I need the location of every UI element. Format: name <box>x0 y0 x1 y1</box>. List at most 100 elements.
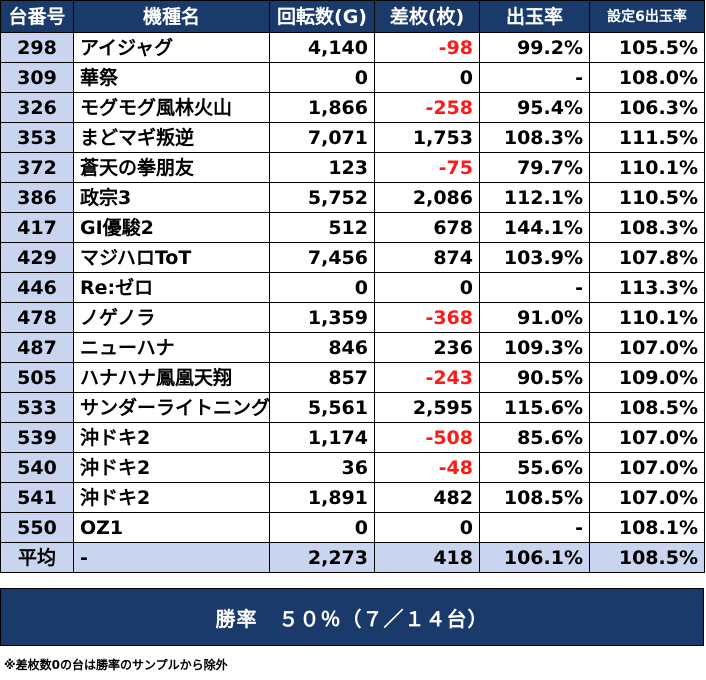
cell-payout-rate: 95.4% <box>479 92 590 123</box>
cell-difference: 678 <box>374 212 480 243</box>
cell-payout-rate: - <box>479 62 590 93</box>
cell-spins: 5,561 <box>269 392 375 423</box>
cell-difference: 1,753 <box>374 122 480 153</box>
cell-machine-name: 蒼天の拳朋友 <box>73 152 270 183</box>
table-row: 417 GⅠ優駿2 512 678 144.1% 108.3% <box>0 212 705 243</box>
cell-setting6-rate: 107.0% <box>589 482 705 513</box>
cell-machine-name: モグモグ風林火山 <box>73 92 270 123</box>
cell-machine-no: 309 <box>0 62 74 93</box>
cell-machine-no: 541 <box>0 482 74 513</box>
cell-setting6-rate: 110.1% <box>589 302 705 333</box>
cell-setting6-rate: 108.0% <box>589 62 705 93</box>
cell-payout-rate: 103.9% <box>479 242 590 273</box>
cell-payout-rate: 108.5% <box>479 482 590 513</box>
cell-machine-name: 政宗3 <box>73 182 270 213</box>
cell-machine-name: ニューハナ <box>73 332 270 363</box>
cell-machine-no: 533 <box>0 392 74 423</box>
table-row: 533 サンダーライトニング 5,561 2,595 115.6% 108.5% <box>0 392 705 423</box>
cell-spins: 4,140 <box>269 32 375 63</box>
cell-machine-no: 353 <box>0 122 74 153</box>
table-row: 487 ニューハナ 846 236 109.3% 107.0% <box>0 332 705 363</box>
cell-difference: -508 <box>374 422 480 453</box>
cell-setting6-rate: 111.5% <box>589 122 705 153</box>
cell-payout-rate: - <box>479 512 590 543</box>
cell-difference: 236 <box>374 332 480 363</box>
table-row: 539 沖ドキ2 1,174 -508 85.6% 107.0% <box>0 422 705 453</box>
cell-machine-no: 487 <box>0 332 74 363</box>
cell-payout-rate: 99.2% <box>479 32 590 63</box>
average-difference: 418 <box>374 542 480 573</box>
cell-machine-name: 沖ドキ2 <box>73 482 270 513</box>
cell-setting6-rate: 107.0% <box>589 332 705 363</box>
header-machine-name: 機種名 <box>73 0 270 33</box>
table-row: 505 ハナハナ鳳凰天翔 857 -243 90.5% 109.0% <box>0 362 705 393</box>
header-row: 台番号 機種名 回転数(G) 差枚(枚) 出玉率 設定6出玉率 <box>0 0 705 33</box>
table-row: 386 政宗3 5,752 2,086 112.1% 110.5% <box>0 182 705 213</box>
cell-spins: 0 <box>269 272 375 303</box>
cell-difference: 0 <box>374 512 480 543</box>
cell-machine-name: ハナハナ鳳凰天翔 <box>73 362 270 393</box>
cell-machine-no: 326 <box>0 92 74 123</box>
cell-difference: 0 <box>374 272 480 303</box>
cell-machine-name: アイジャグ <box>73 32 270 63</box>
cell-payout-rate: 90.5% <box>479 362 590 393</box>
cell-machine-no: 550 <box>0 512 74 543</box>
cell-machine-no: 386 <box>0 182 74 213</box>
cell-difference: 2,595 <box>374 392 480 423</box>
table-row: 550 OZ1 0 0-108.1% <box>0 512 705 543</box>
table-row: 309 華祭 0 0-108.0% <box>0 62 705 93</box>
cell-machine-name: マジハロToT <box>73 242 270 273</box>
cell-setting6-rate: 105.5% <box>589 32 705 63</box>
average-payout-rate: 106.1% <box>479 542 590 573</box>
cell-machine-no: 539 <box>0 422 74 453</box>
cell-payout-rate: 85.6% <box>479 422 590 453</box>
cell-spins: 7,456 <box>269 242 375 273</box>
cell-setting6-rate: 110.5% <box>589 182 705 213</box>
average-setting6-rate: 108.5% <box>589 542 705 573</box>
cell-spins: 0 <box>269 62 375 93</box>
cell-machine-name: 華祭 <box>73 62 270 93</box>
cell-payout-rate: 109.3% <box>479 332 590 363</box>
average-row: 平均 - 2,273 418 106.1% 108.5% <box>0 542 705 573</box>
average-name: - <box>73 542 270 573</box>
average-label: 平均 <box>0 542 74 573</box>
cell-difference: -75 <box>374 152 480 183</box>
cell-setting6-rate: 108.5% <box>589 392 705 423</box>
footnote: ※差枚数0の台は勝率のサンプルから除外 <box>4 658 228 672</box>
table-row: 372 蒼天の拳朋友 123 -75 79.7% 110.1% <box>0 152 705 183</box>
cell-spins: 7,071 <box>269 122 375 153</box>
average-spins: 2,273 <box>269 542 375 573</box>
cell-payout-rate: 91.0% <box>479 302 590 333</box>
cell-spins: 1,866 <box>269 92 375 123</box>
header-payout-rate: 出玉率 <box>479 0 590 33</box>
cell-difference: -368 <box>374 302 480 333</box>
cell-machine-name: 沖ドキ2 <box>73 422 270 453</box>
cell-difference: 482 <box>374 482 480 513</box>
cell-spins: 857 <box>269 362 375 393</box>
cell-machine-no: 372 <box>0 152 74 183</box>
cell-machine-no: 417 <box>0 212 74 243</box>
cell-spins: 36 <box>269 452 375 483</box>
table-row: 540 沖ドキ2 36 -48 55.6% 107.0% <box>0 452 705 483</box>
cell-machine-name: GⅠ優駿2 <box>73 212 270 243</box>
cell-machine-no: 540 <box>0 452 74 483</box>
table-row: 353 まどマギ叛逆 7,071 1,753 108.3% 111.5% <box>0 122 705 153</box>
table-row: 429 マジハロToT 7,456 874 103.9% 107.8% <box>0 242 705 273</box>
cell-difference: -243 <box>374 362 480 393</box>
table-row: 541 沖ドキ2 1,891 482 108.5% 107.0% <box>0 482 705 513</box>
cell-spins: 123 <box>269 152 375 183</box>
cell-setting6-rate: 109.0% <box>589 362 705 393</box>
cell-difference: 2,086 <box>374 182 480 213</box>
cell-payout-rate: - <box>479 272 590 303</box>
cell-setting6-rate: 107.8% <box>589 242 705 273</box>
cell-setting6-rate: 108.1% <box>589 512 705 543</box>
cell-machine-name: まどマギ叛逆 <box>73 122 270 153</box>
cell-machine-no: 446 <box>0 272 74 303</box>
cell-machine-name: 沖ドキ2 <box>73 452 270 483</box>
cell-machine-name: サンダーライトニング <box>73 392 270 423</box>
header-spins: 回転数(G) <box>269 0 375 33</box>
cell-machine-name: Re:ゼロ <box>73 272 270 303</box>
cell-payout-rate: 115.6% <box>479 392 590 423</box>
cell-setting6-rate: 113.3% <box>589 272 705 303</box>
cell-difference: -258 <box>374 92 480 123</box>
